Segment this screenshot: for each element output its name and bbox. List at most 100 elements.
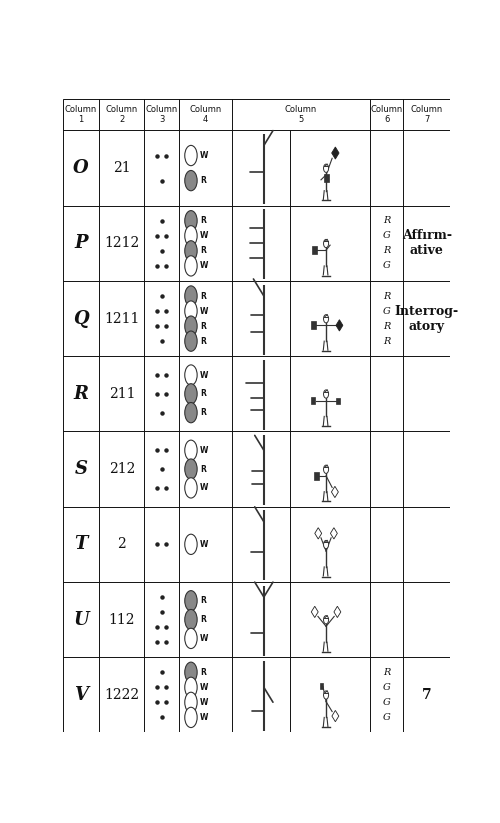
Text: G: G — [383, 713, 390, 722]
Circle shape — [185, 170, 197, 191]
Text: R: R — [200, 176, 206, 185]
Circle shape — [185, 146, 197, 165]
Text: W: W — [200, 446, 208, 455]
Polygon shape — [334, 607, 341, 617]
Polygon shape — [336, 319, 343, 331]
Text: Column
1: Column 1 — [65, 105, 97, 124]
Circle shape — [185, 628, 197, 649]
Text: G: G — [383, 683, 390, 692]
Text: Q: Q — [73, 309, 89, 328]
Circle shape — [185, 256, 197, 276]
Circle shape — [324, 465, 328, 473]
Text: R: R — [383, 291, 390, 300]
Text: O: O — [73, 159, 89, 177]
Text: 1211: 1211 — [104, 312, 140, 326]
Bar — [320, 683, 324, 689]
Bar — [310, 321, 316, 329]
Text: W: W — [200, 483, 208, 492]
Text: W: W — [200, 634, 208, 643]
Circle shape — [324, 239, 328, 248]
Text: 112: 112 — [108, 612, 135, 626]
Text: W: W — [200, 151, 208, 160]
Circle shape — [324, 390, 328, 398]
Text: R: R — [200, 465, 206, 473]
Circle shape — [185, 240, 197, 261]
Text: W: W — [200, 683, 208, 692]
Text: 1212: 1212 — [104, 236, 140, 250]
Bar — [312, 246, 316, 254]
Text: Column
7: Column 7 — [410, 105, 443, 124]
Text: R: R — [200, 597, 206, 605]
Polygon shape — [332, 147, 339, 159]
Circle shape — [324, 314, 328, 323]
Text: G: G — [383, 262, 390, 271]
Circle shape — [185, 440, 197, 460]
Text: R: R — [200, 667, 206, 677]
Text: G: G — [383, 231, 390, 240]
Text: 211: 211 — [108, 387, 135, 401]
Circle shape — [185, 226, 197, 246]
Text: 7: 7 — [422, 688, 432, 702]
Circle shape — [185, 211, 197, 231]
Text: W: W — [200, 698, 208, 707]
Text: R: R — [200, 322, 206, 331]
Circle shape — [185, 663, 197, 682]
Text: R: R — [383, 667, 390, 677]
Text: R: R — [383, 216, 390, 226]
Circle shape — [185, 534, 197, 555]
Text: W: W — [200, 306, 208, 315]
Text: R: R — [200, 337, 206, 346]
Text: W: W — [200, 713, 208, 722]
Text: Column
2: Column 2 — [106, 105, 138, 124]
Text: U: U — [73, 611, 89, 629]
Text: V: V — [74, 686, 88, 704]
Circle shape — [185, 365, 197, 385]
Circle shape — [324, 164, 328, 172]
Text: T: T — [74, 535, 88, 553]
Polygon shape — [332, 710, 339, 722]
Text: R: R — [383, 337, 390, 346]
Circle shape — [185, 478, 197, 498]
Text: P: P — [74, 235, 88, 253]
Text: S: S — [74, 460, 88, 478]
Circle shape — [185, 286, 197, 306]
Circle shape — [185, 610, 197, 630]
Polygon shape — [315, 528, 322, 539]
Text: R: R — [200, 291, 206, 300]
Text: R: R — [383, 322, 390, 331]
Text: G: G — [383, 698, 390, 707]
Circle shape — [185, 331, 197, 351]
Text: R: R — [74, 385, 88, 402]
Text: R: R — [383, 246, 390, 255]
Circle shape — [185, 677, 197, 697]
Text: W: W — [200, 262, 208, 271]
Text: W: W — [200, 231, 208, 240]
Circle shape — [185, 692, 197, 713]
Text: Column
3: Column 3 — [146, 105, 178, 124]
Circle shape — [185, 301, 197, 321]
Text: R: R — [200, 389, 206, 398]
Text: 21: 21 — [113, 161, 130, 175]
Polygon shape — [332, 486, 338, 498]
Text: 2: 2 — [118, 537, 126, 551]
Text: 212: 212 — [108, 462, 135, 476]
Text: W: W — [200, 370, 208, 379]
Text: R: R — [200, 615, 206, 624]
Circle shape — [185, 402, 197, 423]
Bar — [311, 397, 316, 404]
Circle shape — [185, 459, 197, 479]
Circle shape — [324, 541, 328, 549]
Bar — [314, 472, 318, 480]
Text: W: W — [200, 540, 208, 549]
Polygon shape — [312, 607, 318, 617]
Circle shape — [185, 384, 197, 404]
Text: 1222: 1222 — [104, 688, 140, 702]
Circle shape — [324, 690, 328, 700]
Text: R: R — [200, 246, 206, 255]
Circle shape — [185, 316, 197, 337]
Bar — [324, 174, 329, 182]
Text: G: G — [383, 306, 390, 315]
Text: Column
6: Column 6 — [370, 105, 403, 124]
Text: R: R — [200, 408, 206, 417]
Text: Column
4: Column 4 — [190, 105, 222, 124]
